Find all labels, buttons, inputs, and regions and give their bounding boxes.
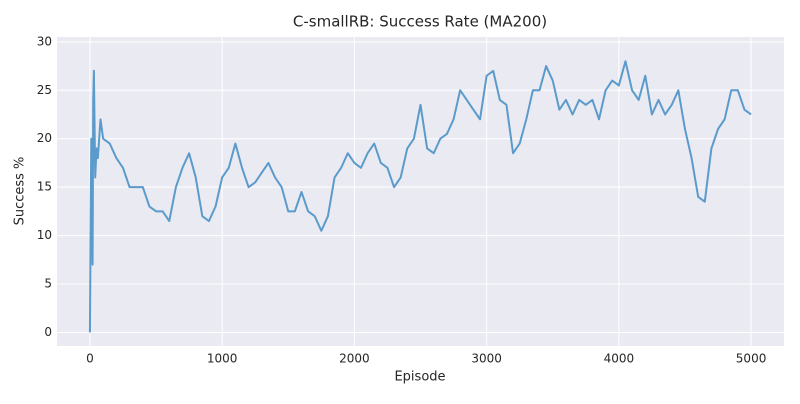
y-tick-label: 25 [37, 83, 52, 97]
x-axis-label: Episode [394, 370, 445, 385]
y-axis-label: Success % [13, 157, 28, 226]
x-tick-label: 4000 [604, 352, 635, 366]
y-tick-label: 20 [37, 131, 52, 145]
y-tick-label: 15 [37, 180, 52, 194]
y-tick-label: 0 [44, 325, 52, 339]
x-tick-label: 1000 [207, 352, 238, 366]
line-series [88, 60, 752, 333]
x-tick-label: 2000 [339, 352, 370, 366]
x-tick-label: 3000 [471, 352, 502, 366]
x-tick-label: 0 [86, 352, 94, 366]
x-tick-label: 5000 [736, 352, 767, 366]
y-tick-label: 5 [44, 277, 52, 291]
y-tick-label: 10 [37, 228, 52, 242]
y-tick-label: 30 [37, 34, 52, 48]
chart-title: C-smallRB: Success Rate (MA200) [293, 13, 547, 31]
plot-area [57, 37, 784, 346]
